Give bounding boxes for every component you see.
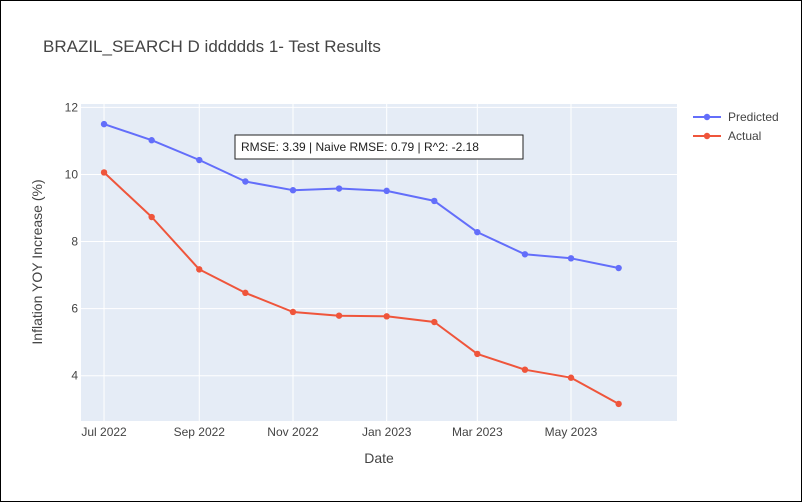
actual-data-point: [567, 374, 575, 381]
actual-data-point: [474, 350, 481, 358]
predicted-data-point: [431, 197, 438, 205]
y-tick-label: 4: [71, 369, 78, 383]
x-axis-label: Date: [364, 450, 394, 466]
actual-series-line: [103, 171, 620, 405]
legend-item-actual[interactable]: Actual: [693, 129, 761, 143]
actual-data-point: [521, 366, 529, 373]
predicted-data-point: [474, 228, 481, 236]
y-gridlines: [81, 106, 677, 377]
actual-data-point: [196, 266, 203, 273]
y-tick-label: 6: [71, 302, 78, 316]
x-tick-label: Mar 2023: [452, 425, 503, 439]
actual-data-point: [289, 308, 297, 316]
actual-data-point: [431, 318, 438, 326]
legend-item-predicted[interactable]: Predicted: [693, 110, 779, 124]
metrics-annotation: RMSE: 3.39 | Naive RMSE: 0.79 | R^2: -2.…: [234, 134, 524, 160]
annotation-box: [234, 134, 524, 160]
legend[interactable]: Predicted Actual: [693, 110, 779, 143]
series-group: [100, 120, 622, 408]
predicted-data-point: [289, 187, 297, 194]
predicted-data-point: [148, 137, 155, 144]
legend-label-actual: Actual: [728, 129, 761, 143]
predicted-series-line: [103, 123, 619, 269]
predicted-data-point: [567, 255, 575, 262]
x-tick-label: Sep 2022: [174, 425, 226, 439]
y-axis-label: Inflation YOY Increase (%): [29, 179, 45, 344]
predicted-data-point: [383, 187, 390, 195]
y-tick-label: 12: [65, 100, 79, 114]
y-axis-ticks: 4 6 8 10 12: [65, 100, 79, 382]
y-tick-label: 8: [71, 235, 78, 249]
x-tick-label: Jan 2023: [362, 425, 412, 439]
legend-marker-predicted: [703, 113, 711, 121]
x-axis-ticks: Jul 2022 Sep 2022 Nov 2022 Jan 2023 Mar 2023…: [81, 425, 597, 439]
x-tick-label: Nov 2022: [267, 425, 319, 439]
legend-marker-actual: [703, 132, 711, 140]
predicted-data-point: [521, 251, 529, 258]
actual-data-point: [335, 312, 343, 319]
actual-data-point: [615, 400, 622, 408]
predicted-data-point: [100, 120, 108, 128]
chart-title: BRAZIL_SEARCH D iddddds 1- Test Results: [43, 37, 381, 56]
predicted-data-point: [335, 185, 343, 192]
actual-data-point: [242, 289, 249, 297]
actual-data-point: [100, 169, 108, 176]
actual-data-point: [383, 313, 390, 320]
y-tick-label: 10: [65, 167, 79, 181]
predicted-data-point: [196, 156, 203, 164]
predicted-data-point: [615, 264, 622, 272]
x-tick-label: May 2023: [545, 425, 598, 439]
annotation-text: RMSE: 3.39 | Naive RMSE: 0.79 | R^2: -2.…: [241, 140, 479, 154]
predicted-data-point: [242, 178, 249, 185]
legend-label-predicted: Predicted: [728, 110, 779, 124]
x-tick-label: Jul 2022: [81, 425, 127, 439]
actual-data-point: [148, 213, 155, 221]
